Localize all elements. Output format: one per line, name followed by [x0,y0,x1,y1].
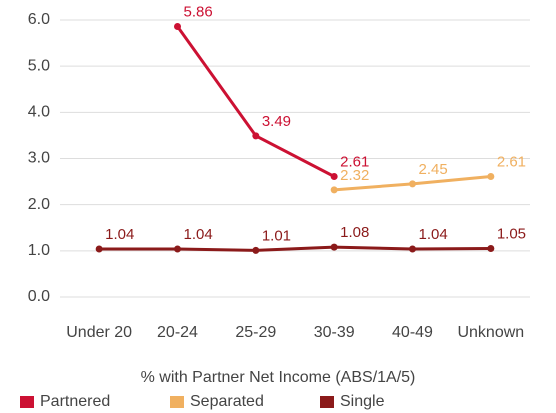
point [330,173,338,181]
data-label: 3.49 [262,113,291,130]
y-tick-label: 3.0 [28,150,50,167]
data-label: 2.45 [419,161,448,178]
point [174,22,181,30]
y-tick-label: 2.0 [28,196,50,213]
y-tick-label: 4.0 [28,104,50,121]
data-label: 1.08 [340,224,369,241]
point [487,173,495,181]
x-tick-label: 25-29 [235,324,276,341]
point [487,245,495,253]
y-tick-label: 5.0 [28,57,50,74]
data-label: 2.61 [497,153,526,170]
x-tick-label: 20-24 [157,324,198,341]
point [330,186,338,194]
point [409,245,416,253]
legend-label: Separated [190,393,264,410]
legend-swatch [320,396,334,408]
data-label: 2.32 [340,167,369,184]
point [174,245,181,253]
data-label: 1.05 [497,225,526,242]
point [252,132,260,140]
legend-swatch [20,396,34,408]
series-line [99,245,491,252]
point [95,245,103,253]
x-tick-label: Unknown [457,324,524,341]
x-tick-label: 40-49 [392,324,433,341]
y-tick-label: 6.0 [28,11,50,28]
x-tick-label: Under 20 [66,324,132,341]
data-label: 1.04 [184,226,213,243]
point [252,246,260,254]
legend-label: Single [340,393,385,410]
point [409,180,416,188]
legend-label: Partnered [40,393,110,410]
legend-swatch [170,396,184,408]
x-tick-label: 30-39 [314,324,355,341]
data-label: 1.04 [419,226,448,243]
x-axis-title: % with Partner Net Income (ABS/1A/5) [141,369,416,386]
data-label: 5.86 [184,3,213,20]
data-label: 1.01 [262,227,291,244]
point [330,243,338,251]
y-tick-label: 1.0 [28,242,50,259]
y-tick-label: 0.0 [28,288,50,305]
data-label: 1.04 [105,226,134,243]
data-label: 2.61 [340,153,369,170]
